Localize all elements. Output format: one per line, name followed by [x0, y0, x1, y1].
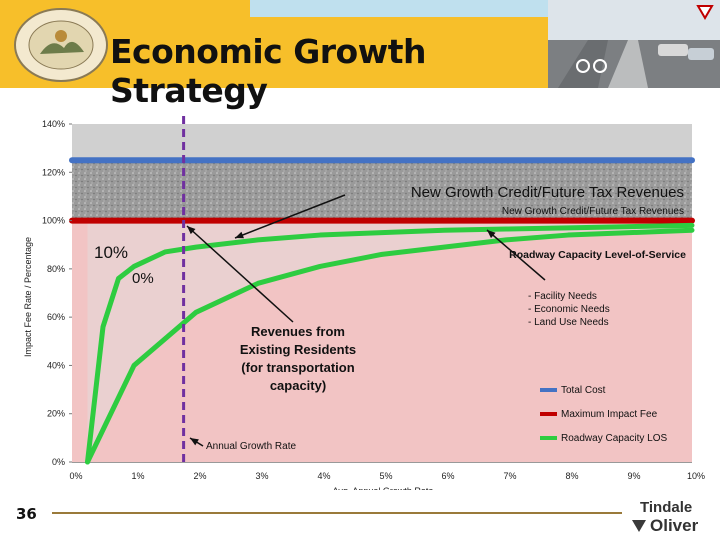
y-tick-label: 140%: [42, 119, 65, 129]
annual-growth-rate-label: Annual Growth Rate: [206, 441, 296, 452]
arrow-revenues: [186, 225, 294, 323]
revenues-line: Revenues from: [251, 324, 345, 339]
bike-lane-photo: [548, 0, 720, 88]
needs-line: - Land Use Needs: [528, 317, 609, 328]
roadway-los-label: Roadway Capacity Level-of-Service: [509, 249, 686, 261]
y-tick-label: 80%: [47, 264, 65, 274]
arrow-needs-head: [487, 230, 496, 239]
legend-label: Total Cost: [561, 385, 606, 396]
between-curves-region: [87, 220, 692, 462]
arrow-new-growth-head: [235, 231, 244, 239]
page-number: 36: [16, 505, 37, 523]
new-growth-label-small: New Growth Credit/Future Tax Revenues: [502, 206, 684, 217]
needs-line: - Economic Needs: [528, 304, 610, 315]
partial-percent-label: 0%: [132, 270, 154, 287]
slide-title: Economic Growth Strategy: [110, 32, 426, 110]
arrow-new-growth: [234, 194, 346, 239]
arrow-growth-rate-head: [190, 438, 199, 446]
county-seal-icon: [14, 8, 108, 82]
revenues-line: capacity): [270, 378, 326, 393]
revenues-line: Existing Residents: [240, 342, 356, 357]
y-tick-label: 100%: [42, 216, 65, 226]
growth-chart: 0% 20% 40% 60% 80% 100% 120% 140% 0% 1% 2% 3% 4% 5% 6%…: [23, 116, 705, 490]
legend-swatch: [540, 388, 557, 392]
x-tick-label: 2%: [193, 471, 206, 481]
legend-swatch: [540, 412, 557, 416]
x-tick-label: 5%: [379, 471, 392, 481]
x-tick-label: 1%: [131, 471, 144, 481]
tindale-oliver-logo: Tindale Oliver: [632, 499, 699, 535]
gravel-band: [72, 160, 692, 221]
x-tick-label: 8%: [565, 471, 578, 481]
new-growth-label-large: New Growth Credit/Future Tax Revenues: [411, 184, 684, 201]
y-tick-label: 120%: [42, 167, 65, 177]
x-tick-label: 7%: [503, 471, 516, 481]
y-axis-title: Impact Fee Rate / Percentage: [23, 237, 33, 357]
x-tick-label: 6%: [441, 471, 454, 481]
legend-label: Maximum Impact Fee: [561, 409, 658, 420]
x-tick-label: 9%: [627, 471, 640, 481]
y-tick-label: 0%: [52, 457, 65, 467]
series-line-roadway-capacity-los: [85, 222, 695, 465]
y-tick-label: 20%: [47, 409, 65, 419]
footer-divider: [52, 512, 622, 514]
legend-swatch: [540, 436, 557, 440]
revenues-line: (for transportation: [241, 360, 354, 375]
x-tick-label: 0%: [69, 471, 82, 481]
ten-percent-label: 10%: [94, 243, 128, 262]
y-tick-label: 60%: [47, 312, 65, 322]
x-axis-title: Avg. Annual Growth Rate: [333, 486, 434, 490]
svg-text:Oliver: Oliver: [650, 516, 699, 535]
x-tick-label: 3%: [255, 471, 268, 481]
banner-accent-strip: [250, 0, 548, 17]
arrow-revenues-head: [187, 226, 196, 235]
x-baseline: [72, 462, 692, 463]
x-tick-label: 4%: [317, 471, 330, 481]
y-tick-label: 40%: [47, 360, 65, 370]
arrow-needs: [486, 229, 546, 281]
series-line-roadway-capacity-los: [85, 227, 695, 465]
x-tick-label: 10%: [687, 471, 705, 481]
needs-line: - Facility Needs: [528, 291, 597, 302]
legend-label: Roadway Capacity LOS: [561, 433, 667, 444]
svg-text:Tindale: Tindale: [640, 499, 692, 516]
